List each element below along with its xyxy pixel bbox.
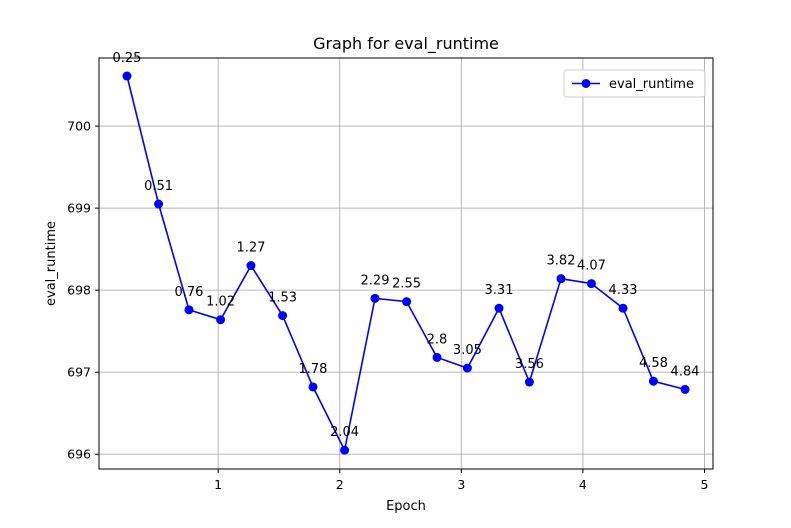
data-label: 2.55 xyxy=(392,277,421,292)
x-tick-label: 2 xyxy=(336,477,344,492)
data-label: 3.56 xyxy=(515,357,544,372)
x-tick-label: 1 xyxy=(214,477,222,492)
data-label: 3.82 xyxy=(547,254,576,269)
y-axis-label: eval_runtime xyxy=(44,221,59,306)
data-labels: 0.25 0.51 0.761.02 1.27 1.53 1.78 2.04 2.29 2.55… xyxy=(112,51,699,440)
data-point xyxy=(154,200,163,209)
x-tick-label: 4 xyxy=(579,477,587,492)
data-point xyxy=(433,353,442,362)
data-point xyxy=(184,305,193,314)
data-label: 1.78 xyxy=(299,362,328,377)
chart-title: Graph for eval_runtime xyxy=(313,34,499,54)
x-axis-label: Epoch xyxy=(386,499,426,514)
data-point xyxy=(370,294,379,303)
data-label: 0.51 xyxy=(144,179,173,194)
y-tick-label: 700 xyxy=(67,119,91,134)
y-tick-label: 698 xyxy=(67,283,91,298)
data-point xyxy=(340,446,349,455)
data-label: 3.05 xyxy=(453,343,482,358)
data-label: 4.84 xyxy=(671,364,700,379)
x-tick-label: 3 xyxy=(457,477,465,492)
y-tick-label: 699 xyxy=(67,201,91,216)
data-point xyxy=(246,261,255,270)
data-point xyxy=(525,378,534,387)
y-tick-label: 697 xyxy=(67,365,91,380)
data-point xyxy=(681,385,690,394)
data-label: 0.25 xyxy=(112,51,141,66)
data-label: 4.07 xyxy=(577,259,606,274)
data-point xyxy=(216,315,225,324)
data-point xyxy=(402,297,411,306)
data-point xyxy=(587,279,596,288)
y-tick-label: 696 xyxy=(67,447,91,462)
data-label: 3.31 xyxy=(485,283,514,298)
data-label: 2.8 xyxy=(427,332,448,347)
data-label: 1.02 xyxy=(206,295,235,310)
ticks: 1 2 3 4 5 696 697 698 699 700 xyxy=(67,119,708,492)
data-point xyxy=(495,304,504,313)
data-label: 1.27 xyxy=(237,241,266,256)
x-tick-label: 5 xyxy=(701,477,709,492)
data-point xyxy=(557,274,566,283)
data-point xyxy=(649,377,658,386)
data-point xyxy=(308,382,317,391)
data-label: 1.53 xyxy=(268,291,297,306)
data-point xyxy=(463,364,472,373)
plot-frame xyxy=(99,58,713,469)
data-point xyxy=(278,311,287,320)
grid xyxy=(99,58,713,469)
data-label: 0.76 xyxy=(174,285,203,300)
legend-marker xyxy=(582,79,591,88)
legend: eval_runtime xyxy=(564,70,705,97)
data-label: 2.04 xyxy=(330,425,359,440)
data-label: 4.58 xyxy=(639,356,668,371)
data-point xyxy=(122,72,131,81)
data-point xyxy=(619,304,628,313)
data-label: 2.29 xyxy=(361,273,390,288)
legend-entry: eval_runtime xyxy=(609,77,694,92)
data-label: 4.33 xyxy=(609,283,638,298)
